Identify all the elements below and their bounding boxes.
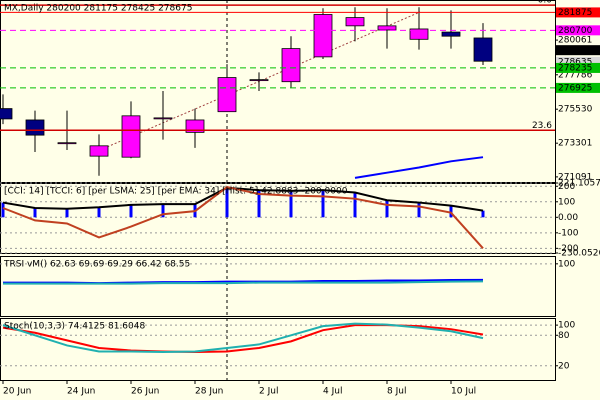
- candle-body: [345, 17, 365, 27]
- candle-body: [0, 108, 13, 120]
- level-label: 276925: [558, 83, 592, 93]
- panel-frame: [0, 183, 556, 254]
- y-tick-label: 100: [558, 259, 575, 269]
- y-tick-label: 200: [558, 182, 575, 192]
- level-label: 278635: [558, 57, 592, 67]
- x-tick-label: 4 Jul: [323, 387, 342, 397]
- y-tick-label: 0.00: [558, 213, 578, 223]
- y-tick-label: 273301: [558, 139, 592, 149]
- level-label: 278235: [558, 63, 592, 73]
- y-tick-label: 100: [558, 197, 575, 207]
- y-tick-label: -230.0526: [558, 249, 600, 259]
- panel-frame: [0, 318, 556, 381]
- candle-body: [249, 79, 269, 82]
- y-tick-label: 280061: [558, 36, 592, 46]
- fib-label: 0.0: [538, 0, 553, 6]
- x-tick-label: 20 Jun: [3, 387, 31, 397]
- candle-body: [89, 145, 109, 157]
- level-label-box: [556, 7, 600, 18]
- candle-body: [473, 37, 493, 62]
- y-tick-label: 20: [558, 361, 570, 371]
- candle-body: [121, 115, 141, 158]
- y-tick-label: 80: [558, 331, 570, 341]
- candle-body: [441, 31, 461, 37]
- panel-title: [CCI: 14] [TCCI: 6] [per LSMA: 25] [per …: [4, 187, 348, 197]
- x-tick-label: 26 Jun: [131, 387, 159, 397]
- panel-frame: [0, 0, 556, 183]
- candle-body: [25, 119, 45, 136]
- level-label: 281875: [558, 8, 592, 18]
- x-tick-label: 28 Jun: [195, 387, 223, 397]
- x-tick-label: 2 Jul: [259, 387, 278, 397]
- panel-title: MX,Daily 280200 281175 278425 278675: [4, 4, 192, 14]
- moving-average: [354, 156, 484, 179]
- x-tick-label: 10 Jul: [451, 387, 476, 397]
- y-tick-label: -100: [558, 228, 579, 238]
- candle-body: [57, 142, 77, 145]
- level-label-box: [556, 82, 600, 93]
- fib-label: 23.6: [532, 121, 552, 131]
- y-tick-label: -200: [558, 244, 579, 254]
- level-label-box: [556, 45, 600, 56]
- y-tick-label: 221.1057: [558, 179, 600, 189]
- candle-body: [153, 117, 173, 120]
- x-tick-label: 24 Jun: [67, 387, 95, 397]
- candle-body: [313, 14, 333, 58]
- level-label-box: [556, 25, 600, 36]
- y-tick-label: 275530: [558, 105, 593, 115]
- level-label-box: [556, 62, 600, 73]
- indicator-line: [2, 322, 484, 354]
- candle-body: [217, 77, 237, 113]
- level-label: 279400: [558, 46, 593, 56]
- candle-body: [281, 48, 301, 83]
- y-tick-label: 271091: [558, 172, 592, 182]
- level-label-box: [556, 56, 600, 67]
- y-tick-label: 100: [558, 321, 575, 331]
- panel-frame: [0, 256, 556, 317]
- level-label: 280700: [558, 26, 593, 36]
- x-tick-label: 8 Jul: [387, 387, 406, 397]
- indicator-line: [3, 280, 484, 285]
- y-tick-label: 277786: [558, 70, 593, 80]
- indicator-line: [2, 185, 484, 250]
- candle-body: [185, 119, 205, 133]
- candle-body: [377, 25, 397, 31]
- panel-title: Stoch(10,3,3) 74.4125 81.6048: [4, 322, 145, 332]
- panel-title: TRSI vM() 62.63 69.69 69.29 66.42 68.55: [3, 260, 190, 270]
- candle-body: [409, 28, 429, 40]
- indicator-line: [2, 186, 484, 212]
